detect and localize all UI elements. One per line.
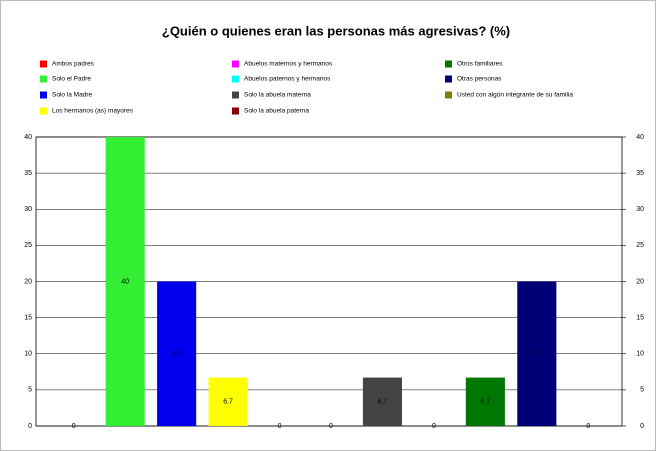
legend-swatch [232, 91, 239, 99]
legend-swatch [40, 91, 47, 99]
y2-tick-label: 25 [636, 242, 644, 249]
data-label: 0 [586, 423, 590, 430]
legend-swatch [40, 75, 47, 83]
legend-label: Solo la Madre [52, 92, 92, 99]
data-label: 0 [72, 423, 76, 430]
legend-label: Otras personas [457, 76, 502, 83]
bar [362, 377, 403, 426]
y2-tick-label: 0 [640, 423, 644, 430]
y2-tick-label: 30 [636, 206, 644, 213]
data-label: 0 [432, 423, 436, 430]
y-tick-label: 35 [24, 170, 32, 177]
bar [157, 281, 197, 426]
legend-swatch [40, 60, 47, 68]
y2-tick-label: 40 [636, 134, 644, 141]
data-label: 40 [121, 278, 129, 285]
data-label: 6.7 [378, 399, 388, 406]
data-label: 6.7 [223, 399, 233, 406]
legend-swatch [232, 75, 239, 83]
legend-swatch [445, 91, 452, 99]
y-tick-label: 20 [24, 278, 32, 285]
y-tick-label: 15 [24, 314, 32, 321]
data-label: 20 [533, 351, 541, 358]
y-tick-label: 10 [24, 351, 32, 358]
y-tick-label: 0 [28, 423, 32, 430]
legend-swatch [40, 107, 47, 115]
legend-label: Solo el Padre [52, 76, 91, 83]
bar [465, 377, 505, 426]
legend-label: Solo la abuela paterna [244, 108, 309, 115]
bar [105, 137, 145, 426]
y2-tick-label: 35 [636, 170, 644, 177]
y-tick-label: 40 [24, 134, 32, 141]
y2-tick-label: 10 [636, 351, 644, 358]
legend-swatch [232, 60, 239, 68]
legend-swatch [232, 107, 239, 115]
bar [208, 377, 248, 426]
legend-swatch [445, 75, 452, 83]
legend-label: Abuelos maternos y hermanos [244, 61, 333, 68]
bar [517, 281, 557, 426]
legend-label: Abuelos paternos y hermanos [244, 76, 331, 83]
y-tick-label: 5 [28, 387, 32, 394]
y2-tick-label: 20 [636, 278, 644, 285]
data-label: 0 [329, 423, 333, 430]
y-tick-label: 30 [24, 206, 32, 213]
data-label: 6.7 [480, 399, 490, 406]
legend-label: Los hermanos (as) mayores [52, 108, 134, 115]
y2-tick-label: 5 [640, 387, 644, 394]
y2-tick-label: 15 [636, 314, 644, 321]
y-tick-label: 25 [24, 242, 32, 249]
legend-label: Solo la abuela materna [244, 92, 311, 99]
legend-label: Otros familiares [457, 61, 503, 68]
chart-title: ¿Quién o quienes eran las personas más a… [162, 23, 510, 38]
data-label: 0 [278, 423, 282, 430]
data-label: 20 [173, 351, 181, 358]
legend-label: Usted con algún integrante de su familia [457, 92, 573, 99]
legend-swatch [445, 60, 452, 68]
legend-label: Ambos padres [52, 61, 95, 68]
